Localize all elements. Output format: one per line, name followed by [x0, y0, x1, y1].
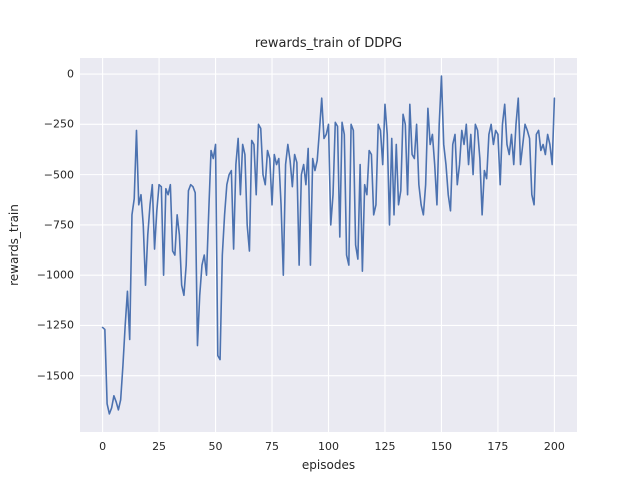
y-tick-label: −500 — [43, 168, 74, 182]
x-tick-label: 100 — [318, 440, 339, 453]
y-tick-label: −750 — [43, 218, 74, 232]
plot-area — [80, 58, 577, 432]
y-tick-label: −250 — [43, 117, 74, 131]
x-tick-label: 200 — [543, 440, 565, 453]
x-tick-label: 150 — [430, 440, 452, 453]
chart-title: rewards_train of DDPG — [254, 36, 403, 51]
y-tick-label: −1250 — [36, 318, 74, 332]
y-tick-label: −1500 — [36, 369, 74, 383]
line-series — [101, 75, 556, 415]
x-tick-label: 25 — [152, 440, 167, 453]
x-tick-label: 75 — [265, 440, 280, 453]
x-axis-label: episodes — [301, 458, 356, 472]
y-axis-label: rewards_train — [7, 204, 21, 286]
x-tick-label: 175 — [487, 440, 509, 453]
y-tick-label: −1000 — [36, 268, 74, 282]
y-tick-label: 0 — [67, 67, 74, 81]
x-tick-label: 125 — [374, 440, 396, 453]
plot-svg — [80, 58, 577, 432]
x-tick-label: 50 — [208, 440, 223, 453]
x-tick-label: 0 — [99, 440, 107, 453]
